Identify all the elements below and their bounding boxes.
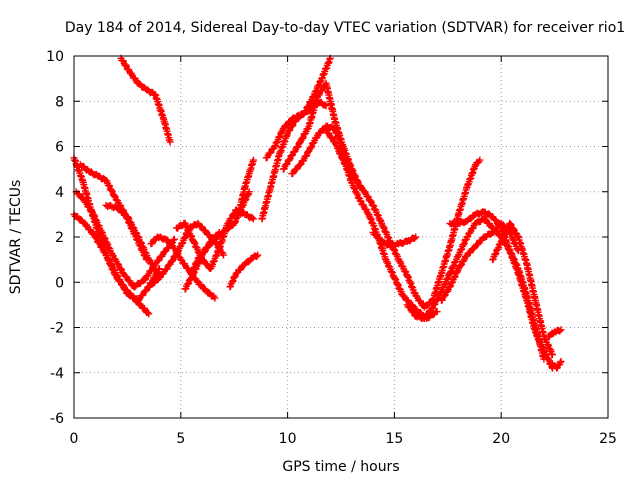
data-series-track-6 — [117, 54, 174, 146]
data-track — [263, 98, 329, 161]
data-series-track-25 — [544, 326, 565, 341]
data-track — [104, 202, 163, 278]
data-track — [73, 190, 177, 291]
data-series-track-22 — [446, 208, 556, 372]
x-tick-label: 25 — [599, 431, 617, 447]
data-track — [237, 158, 257, 209]
y-tick-label: 8 — [55, 94, 64, 110]
data-series-track-24 — [489, 219, 556, 359]
data-track — [118, 56, 174, 144]
data-series-track-23 — [437, 219, 522, 304]
y-tick-label: -6 — [50, 411, 64, 427]
data-track — [182, 230, 222, 293]
data-track — [336, 149, 483, 310]
x-tick-label: 15 — [385, 431, 403, 447]
data-track — [227, 252, 261, 290]
x-tick-label: 20 — [492, 431, 510, 447]
y-tick-label: 10 — [46, 49, 64, 65]
y-tick-label: 6 — [55, 140, 64, 156]
data-track — [370, 231, 418, 250]
x-tick-label: 5 — [176, 431, 185, 447]
y-tick-label: 4 — [55, 185, 64, 201]
data-track — [550, 359, 564, 371]
data-series-track-26 — [548, 357, 565, 372]
axis-ticks: 0 5 10 15 20 25 -6 -4 -2 0 2 4 6 8 10 — [46, 49, 617, 447]
y-tick-label: -2 — [50, 321, 64, 337]
x-axis-label: GPS time / hours — [282, 459, 399, 475]
data-track — [447, 208, 556, 371]
data-series-track-12 — [226, 251, 262, 291]
chart-title: Day 184 of 2014, Sidereal Day-to-day VTE… — [65, 20, 625, 36]
y-tick-label: -4 — [50, 366, 64, 382]
data-series-track-5 — [102, 201, 163, 279]
data-series-track-20 — [369, 228, 420, 250]
data-series-track-19 — [335, 147, 484, 311]
data-series-track-11 — [181, 228, 223, 293]
data-series-track-15 — [262, 97, 330, 162]
data-track — [546, 326, 564, 340]
data-track — [438, 220, 522, 304]
y-tick-label: 2 — [55, 230, 64, 246]
y-tick-label: 0 — [55, 275, 64, 291]
data-series-track-13 — [237, 156, 257, 209]
x-tick-label: 10 — [279, 431, 297, 447]
data-markers — [70, 54, 565, 372]
x-tick-label: 0 — [70, 431, 79, 447]
data-track — [489, 220, 556, 358]
y-axis-label: SDTVAR / TECUs — [8, 180, 24, 295]
